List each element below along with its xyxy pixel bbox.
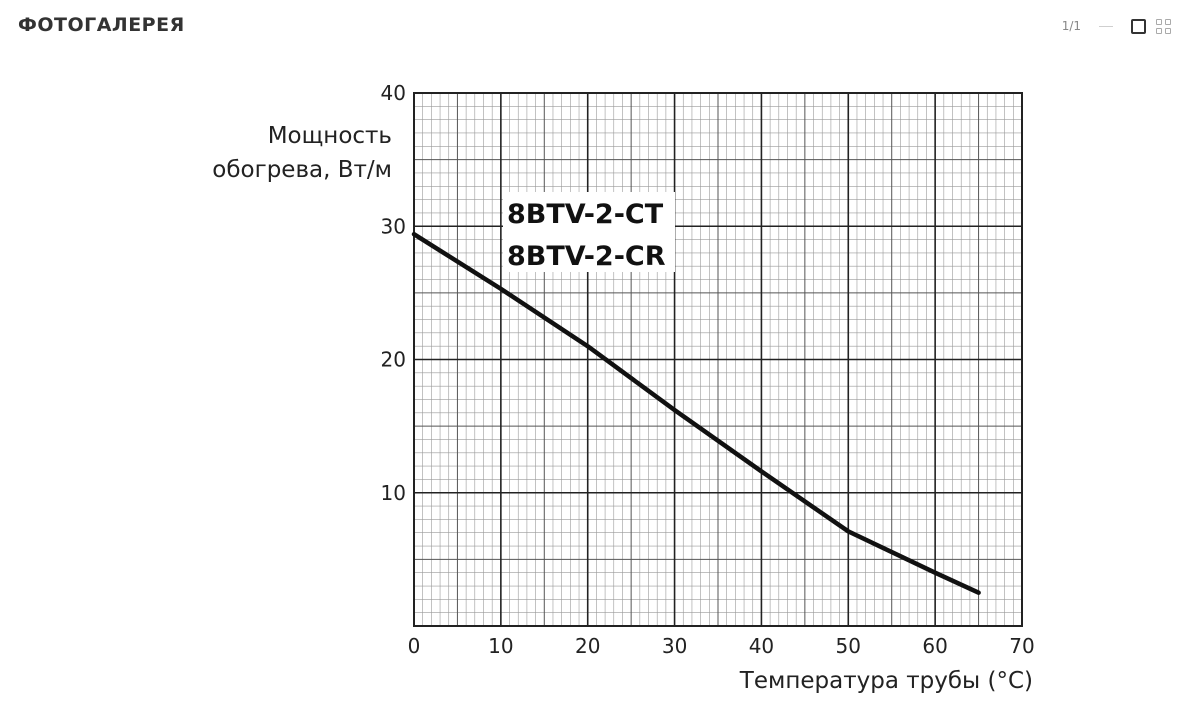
y-tick-label: 10 — [381, 481, 406, 505]
y-tick-label: 30 — [381, 214, 406, 238]
grid-icon[interactable] — [1156, 18, 1171, 34]
x-tick-label: 60 — [922, 634, 947, 658]
x-tick-label: 20 — [575, 634, 600, 658]
x-tick-label: 10 — [488, 634, 513, 658]
x-tick-label: 30 — [662, 634, 687, 658]
gallery-title: ФОТОГАЛЕРЕЯ — [18, 14, 185, 36]
y-axis-label-line1: Мощность — [268, 123, 392, 149]
x-tick-label: 0 — [408, 634, 421, 658]
series-label-cr: 8BTV-2-CR — [507, 241, 666, 272]
y-tick-label: 40 — [381, 81, 406, 105]
x-tick-labels: 0 10 20 30 40 50 60 70 — [408, 634, 1035, 658]
y-axis-label-line2: обогрева, Вт/м — [212, 157, 392, 183]
plot-frame — [413, 92, 1023, 627]
gallery-toolbar: 1/1 — [1062, 14, 1171, 38]
series-label-background — [503, 192, 675, 272]
square-icon[interactable] — [1131, 18, 1146, 34]
separator-dash-icon — [1099, 25, 1113, 27]
y-tick-label: 20 — [381, 348, 406, 372]
series-line — [411, 231, 981, 595]
x-tick-label: 70 — [1009, 634, 1034, 658]
x-tick-label: 40 — [749, 634, 774, 658]
series-label-ct: 8BTV-2-CT — [507, 199, 664, 230]
page-counter: 1/1 — [1061, 19, 1081, 33]
x-tick-label: 50 — [836, 634, 861, 658]
y-tick-labels: 10 20 30 40 — [381, 81, 406, 505]
x-axis-label: Температура трубы (°C) — [739, 668, 1033, 694]
